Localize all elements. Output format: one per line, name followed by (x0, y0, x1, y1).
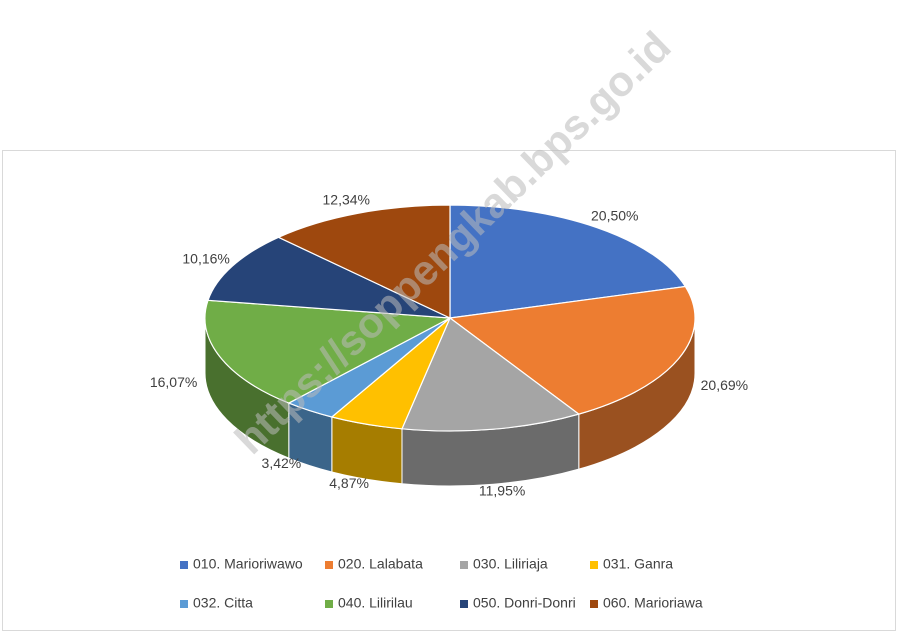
data-label: 20,69% (701, 377, 748, 393)
legend-swatch (590, 600, 598, 608)
legend-swatch (180, 561, 188, 569)
slice (204, 299, 453, 404)
legend-label: 050. Donri-Donri (473, 595, 576, 611)
legend-label: 031. Ganra (603, 556, 673, 572)
data-label: 3,42% (262, 455, 302, 471)
legend-label: 020. Lalabata (338, 556, 423, 572)
legend-label: 030. Liliriaja (473, 556, 548, 572)
legend-label: 040. Lilirilau (338, 595, 413, 611)
legend-swatch (590, 561, 598, 569)
slice (449, 204, 687, 319)
legend-swatch (325, 600, 333, 608)
legend-swatch (180, 600, 188, 608)
data-label: 20,50% (591, 207, 638, 223)
slice (277, 204, 451, 319)
data-label: 12,34% (323, 192, 370, 208)
data-label: 16,07% (150, 374, 197, 390)
data-label: 4,87% (329, 475, 369, 491)
legend-swatch (325, 561, 333, 569)
legend-swatch (460, 561, 468, 569)
slice (207, 236, 451, 319)
data-label: 10,16% (182, 251, 229, 267)
legend-label: 032. Citta (193, 595, 253, 611)
legend-label: 010. Marioriwawo (193, 556, 303, 572)
data-label: 11,95% (479, 483, 525, 499)
slice (448, 285, 696, 415)
slice (401, 317, 581, 432)
legend-swatch (460, 600, 468, 608)
legend-label: 060. Marioriawa (603, 595, 703, 611)
